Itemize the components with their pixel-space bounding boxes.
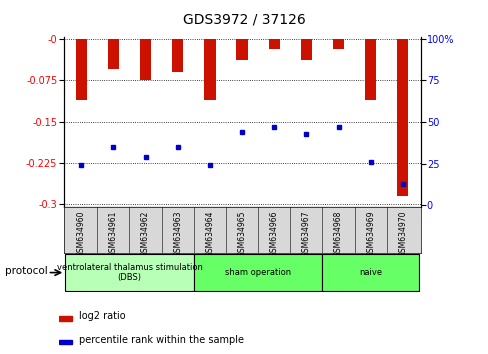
Bar (59, 340, 72, 344)
Bar (396, 39, 407, 196)
Text: GDS3972 / 37126: GDS3972 / 37126 (183, 12, 305, 27)
Bar (193, 254, 322, 291)
Text: percentile rank within the sample: percentile rank within the sample (79, 335, 243, 345)
Text: protocol: protocol (5, 266, 47, 276)
Text: naive: naive (358, 268, 382, 277)
Text: GSM634967: GSM634967 (301, 210, 310, 257)
Text: GSM634964: GSM634964 (205, 210, 214, 257)
Bar (76, 39, 87, 99)
Bar (332, 39, 344, 49)
Text: GSM634963: GSM634963 (173, 210, 182, 257)
Bar (59, 316, 72, 321)
Bar (365, 39, 376, 99)
Bar (204, 39, 215, 99)
Text: GSM634961: GSM634961 (109, 210, 118, 257)
Bar (268, 39, 279, 49)
Bar (172, 39, 183, 72)
Text: ventrolateral thalamus stimulation
(DBS): ventrolateral thalamus stimulation (DBS) (57, 263, 202, 282)
Text: GSM634962: GSM634962 (141, 210, 150, 257)
Bar (140, 39, 151, 80)
Text: GSM634960: GSM634960 (77, 210, 85, 257)
Bar (236, 39, 247, 60)
Bar (300, 39, 311, 60)
Bar (107, 39, 119, 69)
Text: GSM634968: GSM634968 (333, 210, 342, 257)
Text: sham operation: sham operation (224, 268, 290, 277)
Text: GSM634966: GSM634966 (269, 210, 278, 257)
Bar (65, 254, 193, 291)
Text: GSM634970: GSM634970 (398, 210, 407, 257)
Bar (322, 254, 418, 291)
Text: GSM634969: GSM634969 (366, 210, 374, 257)
Text: log2 ratio: log2 ratio (79, 311, 125, 321)
Text: GSM634965: GSM634965 (237, 210, 246, 257)
